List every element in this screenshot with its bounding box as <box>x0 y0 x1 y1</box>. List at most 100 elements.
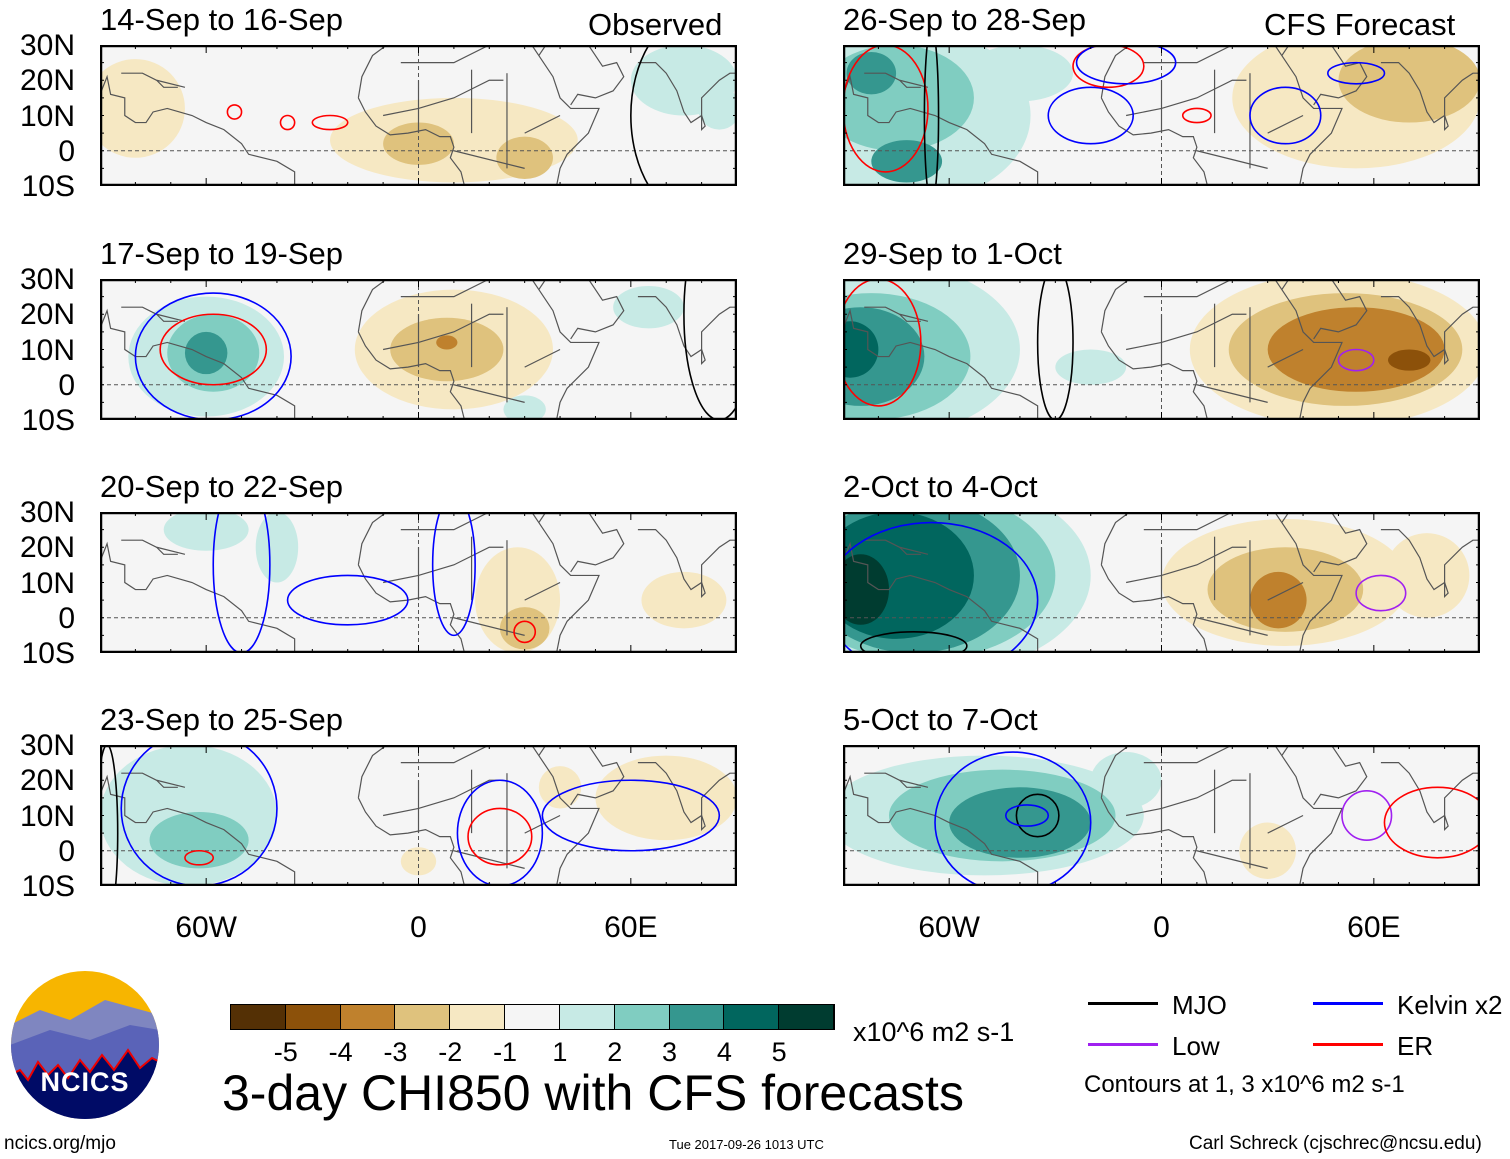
coastline <box>843 774 1039 886</box>
er-contour <box>159 313 268 386</box>
coastline <box>701 582 706 599</box>
coastline <box>524 348 561 368</box>
forecast-label: CFS Forecast <box>1264 7 1456 42</box>
lat-label: 10S <box>21 870 75 903</box>
er-contour <box>184 849 215 866</box>
anomaly-shading <box>843 321 879 378</box>
lat-label: 30N <box>19 29 75 62</box>
colorbar-tick: 3 <box>662 1037 678 1067</box>
er-contour <box>513 620 537 644</box>
colorbar-tick: 2 <box>607 1037 623 1067</box>
kelvin-contour <box>212 512 271 653</box>
panel-title: 20-Sep to 22-Sep <box>100 469 344 504</box>
colorbar-swatch <box>614 1005 670 1029</box>
coastline <box>1196 384 1268 403</box>
coastline <box>899 779 921 788</box>
anomaly-shading <box>163 512 249 551</box>
coastline <box>1196 512 1343 653</box>
coastline <box>357 512 388 565</box>
mjo-contour <box>923 45 940 186</box>
figure-title: 3-day CHI850 with CFS forecasts <box>222 1065 964 1121</box>
lat-label: 30N <box>19 263 75 296</box>
lat-label: 10N <box>19 99 75 133</box>
units-label: x10^6 m2 s-1 <box>853 1017 1015 1047</box>
coastline <box>570 745 625 806</box>
legend-line-low <box>1088 1043 1158 1046</box>
mjo-contour <box>100 745 119 886</box>
lat-label: 30N <box>19 729 75 762</box>
coastline <box>1267 814 1304 834</box>
colorbar-tick: 5 <box>771 1037 787 1067</box>
coastline <box>121 772 186 788</box>
low-contour <box>1355 574 1407 612</box>
coastline <box>843 74 1039 186</box>
coastline <box>1100 279 1131 332</box>
coastline <box>156 79 178 88</box>
coastline <box>637 62 737 124</box>
panel-title: 14-Sep to 16-Sep <box>100 2 344 37</box>
colorbar-swatch <box>340 1005 396 1029</box>
legend-line-mjo <box>1088 1002 1158 1005</box>
mjo-contour <box>630 45 650 186</box>
coastline <box>1196 850 1268 869</box>
coastline <box>100 74 296 186</box>
coastline <box>357 97 466 186</box>
anomaly-shading <box>641 571 727 629</box>
kelvin-contour <box>134 292 292 420</box>
coastline <box>1313 279 1368 340</box>
legend-label: MJO <box>1172 990 1227 1020</box>
coastline <box>453 745 600 886</box>
lon-label: 60E <box>604 911 658 944</box>
lat-label: 0 <box>58 601 75 635</box>
coastline <box>357 45 388 98</box>
coastline <box>1196 745 1343 886</box>
coastline <box>357 564 466 653</box>
coastline <box>1196 45 1343 186</box>
kelvin-contour <box>1047 86 1134 145</box>
map-panel-forecast <box>843 745 1480 886</box>
author: Carl Schreck (cjschrec@ncsu.edu) <box>1189 1133 1482 1154</box>
er-contour <box>226 104 243 120</box>
lat-label: 10N <box>19 566 75 600</box>
map-panel-forecast <box>843 45 1480 186</box>
legend-label: ER <box>1397 1031 1434 1061</box>
lon-label: 60W <box>918 911 980 944</box>
coastline <box>1444 815 1449 832</box>
url-link[interactable]: ncics.org/mjo <box>4 1133 116 1154</box>
map-panel-forecast <box>843 512 1480 653</box>
coastline <box>1125 546 1247 584</box>
coastline <box>1267 114 1304 134</box>
coastline <box>899 546 921 555</box>
er-contour <box>843 279 922 407</box>
anomaly-shading <box>1387 349 1431 371</box>
logo-text: NCICS <box>40 1067 130 1097</box>
coastline <box>382 313 504 351</box>
colorbar-swatch <box>285 1005 341 1029</box>
colorbar: -5 -4 -3 -2 -1 1 2 3 4 5 <box>230 1004 835 1066</box>
mjo-contour <box>1015 793 1060 838</box>
kelvin-contour <box>1004 804 1050 827</box>
anomaly-shading <box>1384 533 1470 618</box>
coastline <box>382 79 504 117</box>
coastline <box>453 512 600 653</box>
coastline <box>453 850 525 869</box>
colorbar-tick: -1 <box>493 1037 518 1067</box>
colorbar-tick: -3 <box>383 1037 408 1067</box>
coastline <box>1196 150 1268 169</box>
er-contour <box>467 807 533 866</box>
coastline <box>1100 331 1209 420</box>
colorbar-swatch <box>779 1005 834 1029</box>
colorbar-tick: 1 <box>552 1037 568 1067</box>
kelvin-contour <box>456 779 544 886</box>
colorbar-swatch <box>450 1005 506 1029</box>
coastline <box>701 115 706 132</box>
anomaly-shading <box>1090 752 1162 809</box>
coastline <box>1267 581 1304 601</box>
coastline <box>1313 45 1368 106</box>
ncics-logo[interactable]: NCICS <box>10 970 160 1120</box>
coastline <box>570 279 625 340</box>
anomaly-shading <box>949 787 1091 858</box>
coastline <box>100 774 296 886</box>
lon-label: 60W <box>175 911 237 944</box>
kelvin-contour <box>431 512 476 637</box>
